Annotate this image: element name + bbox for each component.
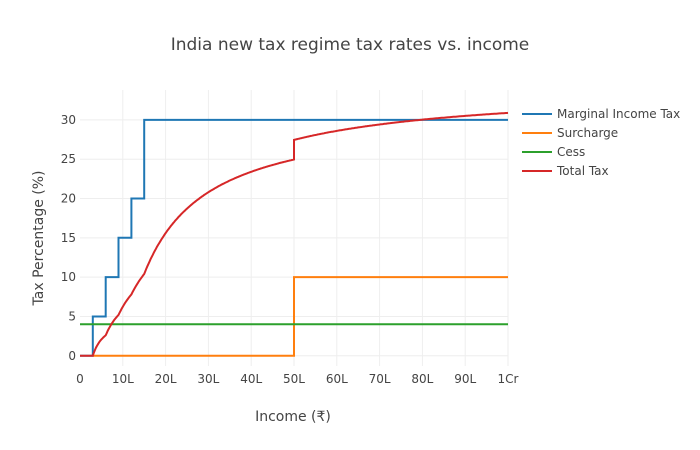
chart-title: India new tax regime tax rates vs. incom… <box>171 35 530 55</box>
series-line-total-tax <box>80 111 509 357</box>
y-tick-label: 30 <box>61 113 76 127</box>
x-tick-label: 1Cr <box>498 372 519 386</box>
y-tick-label: 0 <box>68 349 76 363</box>
x-axis-label: Income (₹) <box>255 409 331 425</box>
y-tick-label: 20 <box>61 192 76 206</box>
x-tick-label: 90L <box>454 372 476 386</box>
x-tick-label: 40L <box>240 372 262 386</box>
x-tick-label: 60L <box>326 372 348 386</box>
legend: Marginal Income Tax Surcharge Cess Total Ta… <box>522 107 680 178</box>
series-line-marginal-income-tax <box>80 118 508 357</box>
x-tick-label: 70L <box>369 372 391 386</box>
legend-label: Marginal Income Tax <box>557 107 680 121</box>
y-tick-label: 25 <box>61 152 76 166</box>
x-tick-label: 20L <box>155 372 177 386</box>
y-tick-label: 15 <box>61 231 76 245</box>
y-tick-label: 10 <box>61 270 76 284</box>
x-tick-label: 0 <box>76 372 84 386</box>
legend-label: Cess <box>557 145 585 159</box>
x-tick-label: 30L <box>197 372 219 386</box>
legend-label: Surcharge <box>557 126 618 140</box>
x-tick-label: 80L <box>411 372 433 386</box>
legend-label: Total Tax <box>556 164 609 178</box>
y-axis-label: Tax Percentage (%) <box>31 171 47 307</box>
y-tick-label: 5 <box>68 309 76 323</box>
x-tick-label: 10L <box>112 372 134 386</box>
series-line-surcharge <box>92 276 508 357</box>
x-tick-label: 50L <box>283 372 305 386</box>
